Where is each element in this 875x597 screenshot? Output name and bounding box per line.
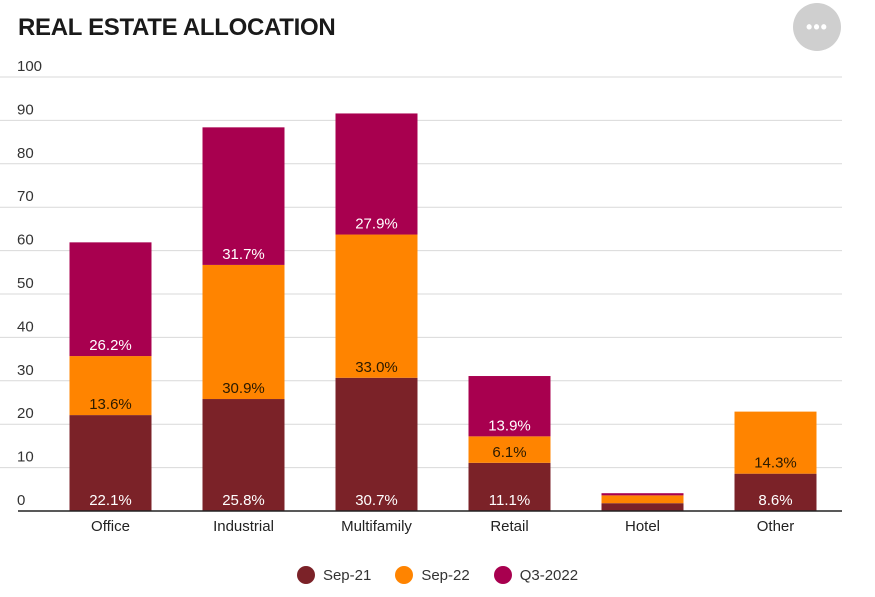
legend-item-sep21[interactable]: Sep-21 bbox=[296, 566, 372, 584]
bar-hotel-sep-22 bbox=[601, 495, 684, 504]
y-tick-label: 20 bbox=[17, 405, 34, 422]
data-label: 14.3% bbox=[754, 455, 797, 472]
bar-other-sep-22 bbox=[734, 411, 817, 474]
y-tick-label: 50 bbox=[17, 275, 34, 292]
y-tick-label: 10 bbox=[17, 449, 34, 466]
x-tick-label: Other bbox=[757, 518, 795, 535]
y-tick-label: 90 bbox=[17, 101, 34, 118]
data-label: 27.9% bbox=[355, 216, 398, 233]
x-tick-label: Multifamily bbox=[341, 518, 412, 535]
bar-retail-sep-22 bbox=[468, 436, 551, 463]
y-tick-label: 70 bbox=[17, 188, 34, 205]
data-label: 13.9% bbox=[488, 417, 531, 434]
data-label: 6.1% bbox=[492, 444, 526, 461]
data-label: 31.7% bbox=[222, 246, 265, 263]
bar-hotel-q3-2022 bbox=[601, 493, 684, 496]
bar-retail-sep-21 bbox=[468, 462, 551, 511]
bar-industrial-sep-22 bbox=[202, 264, 285, 400]
legend-label-sep21: Sep-21 bbox=[322, 566, 372, 584]
bar-office-sep-21 bbox=[69, 415, 152, 511]
y-tick-label: 100 bbox=[17, 58, 42, 75]
bar-retail-q3-2022 bbox=[468, 376, 551, 437]
legend-label-q3-2022: Q3-2022 bbox=[519, 566, 579, 584]
legend-swatch-q3-2022 bbox=[493, 566, 512, 584]
bar-industrial-sep-21 bbox=[202, 399, 285, 511]
y-tick-label: 40 bbox=[17, 318, 34, 335]
legend-label-sep22: Sep-22 bbox=[421, 566, 470, 584]
data-label: 30.7% bbox=[355, 492, 398, 509]
y-tick-label: 60 bbox=[17, 232, 34, 249]
data-label: 25.8% bbox=[222, 492, 265, 509]
legend-item-q3-2022[interactable]: Q3-2022 bbox=[493, 566, 579, 584]
data-label: 22.1% bbox=[89, 492, 132, 509]
legend-swatch-sep21 bbox=[296, 566, 315, 584]
chart-title: REAL ESTATE ALLOCATION bbox=[18, 14, 336, 41]
bar-other-sep-21 bbox=[734, 473, 817, 511]
bar-multifamily-q3-2022 bbox=[335, 113, 418, 235]
bar-office-sep-22 bbox=[69, 356, 152, 416]
chart-legend: Sep-21 Sep-22 Q3-2022 bbox=[0, 566, 875, 584]
bar-industrial-q3-2022 bbox=[202, 127, 285, 265]
bar-multifamily-sep-22 bbox=[335, 234, 418, 378]
bar-multifamily-sep-21 bbox=[335, 377, 418, 511]
x-tick-label: Retail bbox=[490, 518, 528, 535]
chart-menu-button[interactable]: ••• bbox=[793, 3, 841, 51]
more-horizontal-icon: ••• bbox=[806, 17, 828, 37]
data-label: 33.0% bbox=[355, 359, 398, 376]
y-tick-label: 30 bbox=[17, 362, 34, 379]
data-label: 11.1% bbox=[489, 492, 530, 509]
data-label: 13.6% bbox=[89, 396, 132, 413]
data-label: 8.6% bbox=[758, 492, 792, 509]
legend-item-sep22[interactable]: Sep-22 bbox=[395, 566, 470, 584]
bar-hotel-sep-21 bbox=[601, 503, 684, 511]
y-tick-label: 80 bbox=[17, 145, 34, 162]
legend-swatch-sep22 bbox=[395, 566, 414, 584]
y-tick-label: 0 bbox=[17, 492, 25, 509]
x-tick-label: Industrial bbox=[213, 518, 274, 535]
data-label: 26.2% bbox=[89, 337, 132, 354]
bar-office-q3-2022 bbox=[69, 242, 152, 357]
x-tick-label: Hotel bbox=[625, 518, 660, 535]
x-tick-label: Office bbox=[91, 518, 130, 535]
data-label: 30.9% bbox=[222, 380, 265, 397]
